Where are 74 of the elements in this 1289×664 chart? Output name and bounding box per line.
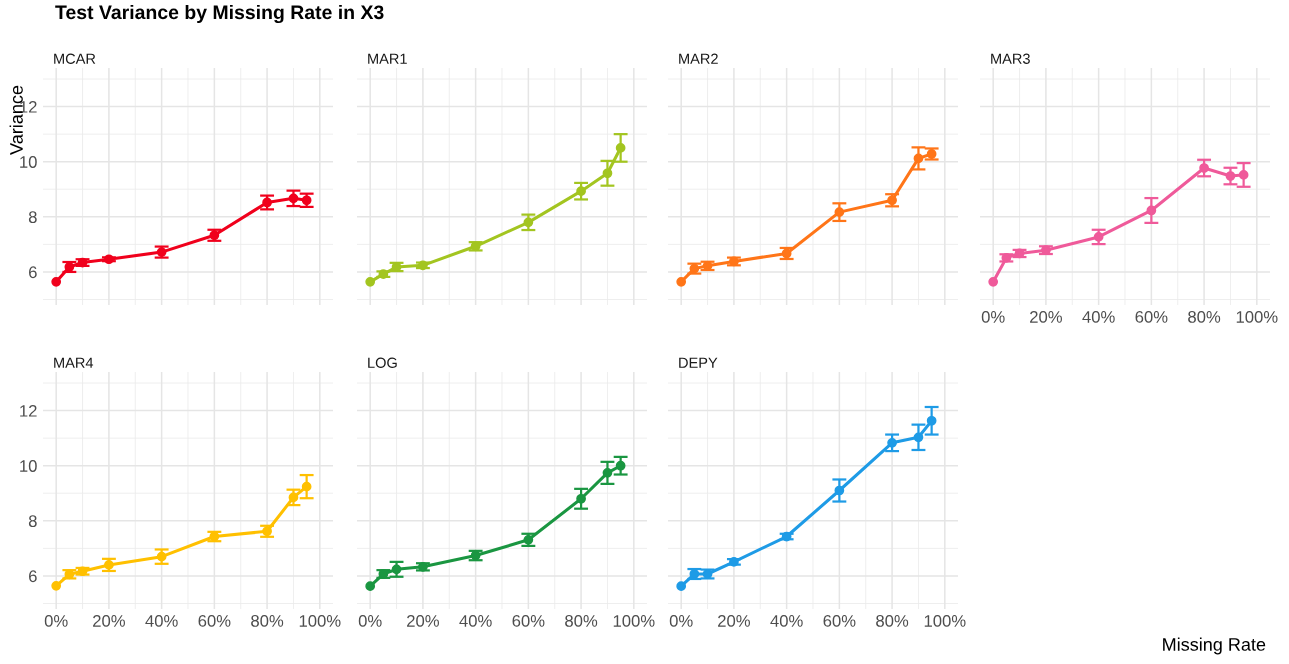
y-tick-label: 6 xyxy=(29,266,37,279)
point xyxy=(615,143,626,153)
point xyxy=(288,492,299,503)
point xyxy=(301,481,312,492)
point xyxy=(913,153,924,164)
x-tick-label: 20% xyxy=(93,615,125,627)
x-tick-label: 20% xyxy=(718,615,750,627)
chart-subtitle: MAR2 xyxy=(679,53,718,64)
point xyxy=(913,432,924,443)
x-tick-label: 40% xyxy=(145,615,178,627)
point xyxy=(729,256,739,267)
point xyxy=(887,437,897,448)
x-tick-label: 60% xyxy=(512,615,545,627)
point xyxy=(834,207,845,217)
x-tick-label: 80% xyxy=(251,615,284,627)
point xyxy=(51,580,62,591)
point xyxy=(781,531,792,542)
point xyxy=(1093,232,1104,242)
point xyxy=(676,276,687,287)
y-tick-label: 8 xyxy=(28,515,37,528)
y-tick-label: 10 xyxy=(20,156,37,168)
point xyxy=(576,493,586,504)
point xyxy=(602,168,613,179)
x-tick-label: 100% xyxy=(1236,311,1278,323)
chart-title: Test Variance by Missing Rate in X3 xyxy=(55,4,384,24)
point xyxy=(523,217,534,228)
point xyxy=(676,581,687,591)
point xyxy=(365,276,376,287)
point xyxy=(926,415,937,426)
chart-subtitle: DEPY xyxy=(679,357,718,368)
x-tick-label: 60% xyxy=(198,615,231,627)
point xyxy=(1146,205,1157,216)
x-tick-label: 0% xyxy=(358,615,382,627)
x-tick-label: 80% xyxy=(565,615,598,627)
y-tick-label: 12 xyxy=(20,404,37,417)
point xyxy=(988,276,999,287)
x-tick-label: 100% xyxy=(299,615,341,627)
point xyxy=(365,581,376,591)
point xyxy=(104,254,114,265)
x-tick-label: 0% xyxy=(669,615,693,627)
x-tick-label: 20% xyxy=(407,615,439,627)
x-tick-label: 100% xyxy=(924,615,966,627)
point xyxy=(602,468,613,478)
x-tick-label: 100% xyxy=(613,615,655,627)
chart-subtitle: MAR3 xyxy=(991,53,1030,64)
x-tick-label: 0% xyxy=(44,615,68,627)
x-tick-label: 0% xyxy=(981,311,1005,323)
x-tick-label: 60% xyxy=(823,615,856,627)
y-tick-label: 10 xyxy=(20,460,37,472)
point xyxy=(104,560,114,570)
chart-subtitle: MAR4 xyxy=(54,357,94,368)
x-tick-label: 80% xyxy=(1188,311,1221,323)
chart-subtitle: MCAR xyxy=(54,53,96,64)
x-tick-label: 80% xyxy=(876,615,909,627)
point xyxy=(615,460,626,471)
chart-subtitle: MAR1 xyxy=(368,53,407,64)
x-tick-label: 20% xyxy=(1030,311,1062,323)
x-tick-label: 40% xyxy=(770,615,803,627)
x-tick-label: 40% xyxy=(1082,311,1115,323)
point xyxy=(834,485,845,496)
y-tick-label: 6 xyxy=(29,570,37,583)
point xyxy=(887,195,897,206)
x-tick-label: 40% xyxy=(459,615,492,627)
point xyxy=(729,557,739,567)
x-axis-title: Missing Rate xyxy=(1163,637,1266,655)
point xyxy=(51,276,62,287)
point xyxy=(1238,170,1249,180)
chart-subtitle: LOG xyxy=(368,357,397,368)
point xyxy=(1199,163,1209,173)
point xyxy=(576,186,586,197)
point xyxy=(1225,171,1236,181)
y-tick-label: 8 xyxy=(28,211,37,224)
point xyxy=(288,193,299,204)
x-tick-label: 60% xyxy=(1135,311,1168,323)
